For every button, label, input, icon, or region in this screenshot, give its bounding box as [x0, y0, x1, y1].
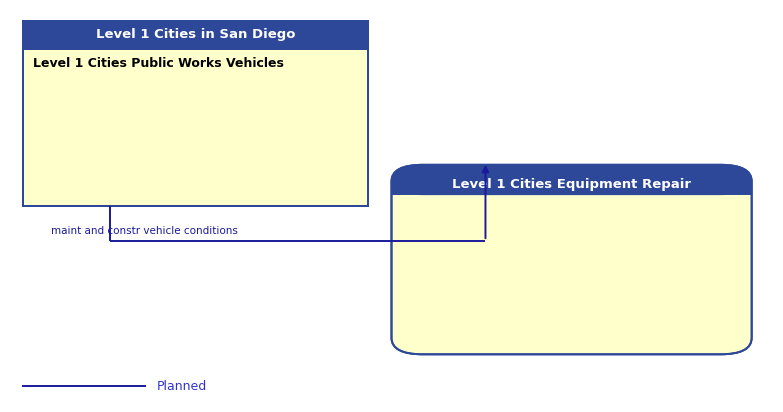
FancyBboxPatch shape: [392, 165, 752, 354]
Text: Level 1 Cities Public Works Vehicles: Level 1 Cities Public Works Vehicles: [33, 57, 283, 70]
FancyBboxPatch shape: [23, 49, 368, 206]
FancyBboxPatch shape: [392, 165, 752, 195]
FancyBboxPatch shape: [23, 21, 368, 49]
Text: Planned: Planned: [157, 380, 207, 393]
Text: Level 1 Cities in San Diego: Level 1 Cities in San Diego: [96, 28, 295, 42]
FancyBboxPatch shape: [392, 178, 752, 195]
Text: Level 1 Cities Equipment Repair: Level 1 Cities Equipment Repair: [452, 178, 691, 191]
Text: maint and constr vehicle conditions: maint and constr vehicle conditions: [51, 227, 238, 236]
